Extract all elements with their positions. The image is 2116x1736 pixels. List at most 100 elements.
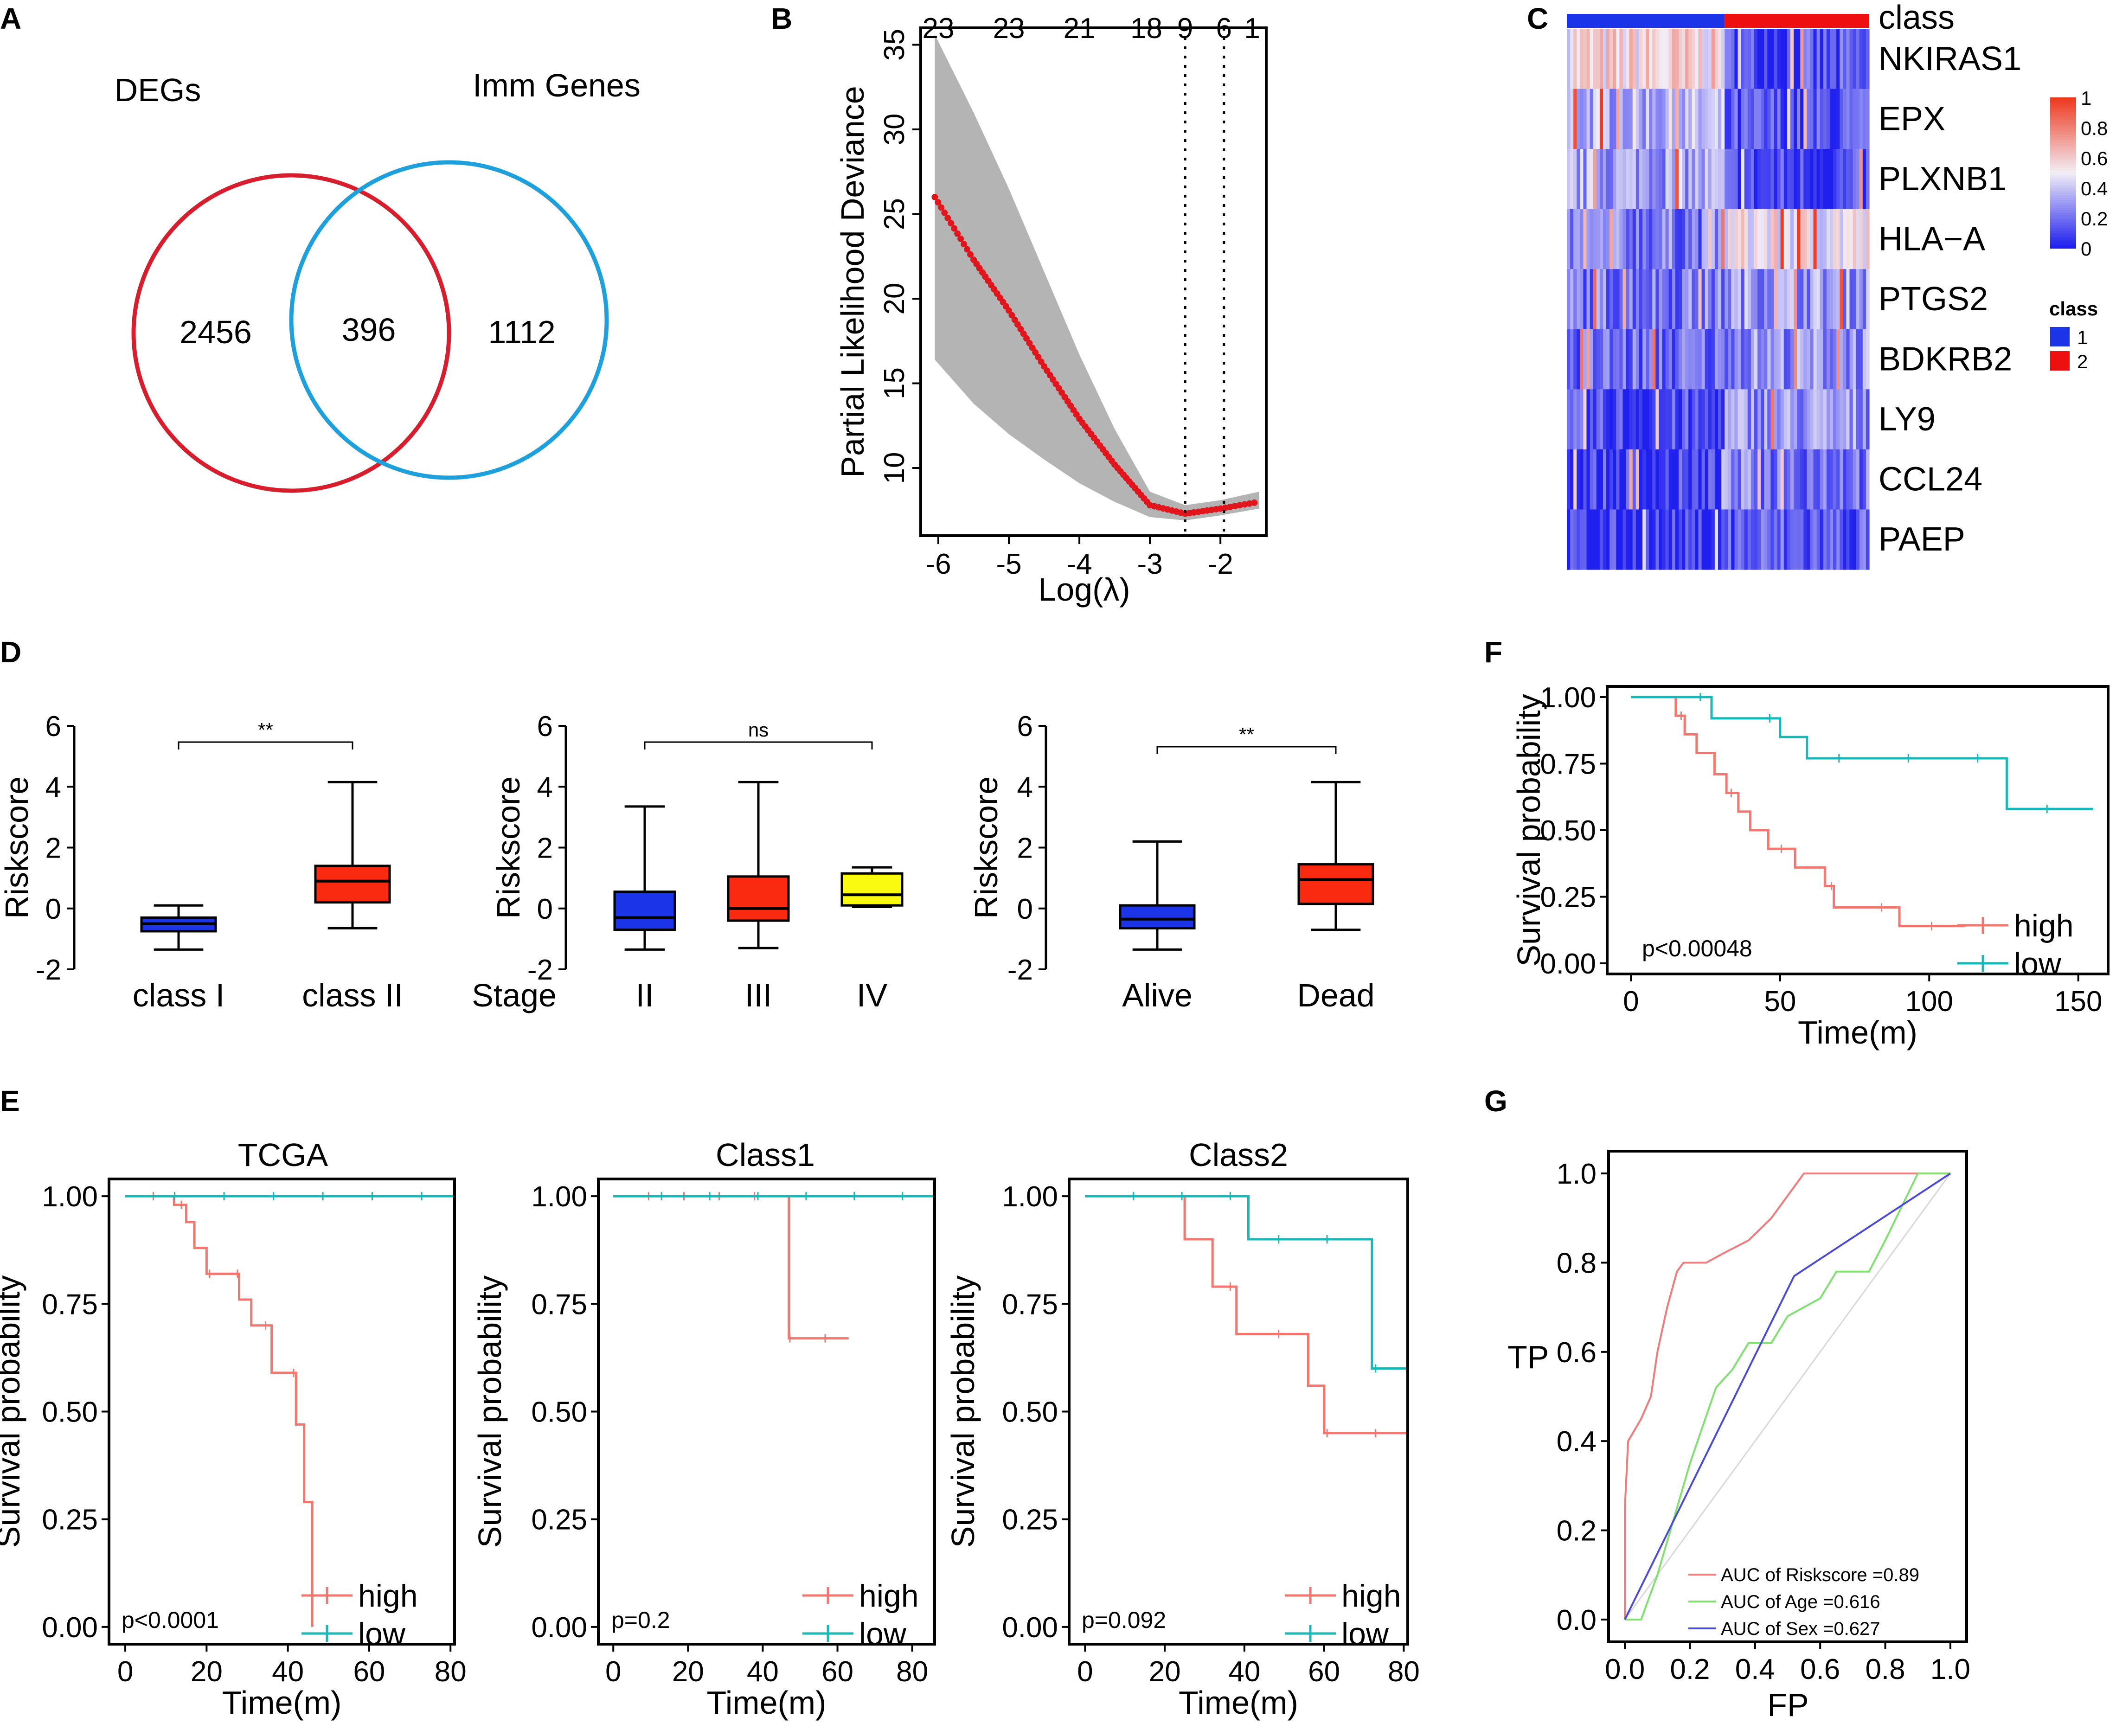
heatmap-cell bbox=[1705, 449, 1709, 510]
heatmap-cell bbox=[1767, 509, 1771, 570]
heatmap-cell bbox=[1800, 389, 1804, 450]
heatmap-cell bbox=[1725, 449, 1728, 510]
heatmap-cell bbox=[1829, 269, 1834, 330]
heatmap-cell bbox=[1731, 389, 1735, 450]
heatmap-cell bbox=[1747, 389, 1751, 450]
heatmap-cell bbox=[1685, 269, 1689, 330]
heatmap-cell bbox=[1859, 449, 1863, 510]
heatmap-cell bbox=[1567, 89, 1571, 149]
x-axis-label: Time(m) bbox=[222, 1685, 342, 1721]
heatmap-cell bbox=[1692, 29, 1695, 90]
heatmap-cell bbox=[1826, 509, 1830, 570]
top-tick-label: 23 bbox=[923, 13, 955, 45]
heatmap-cell bbox=[1770, 329, 1775, 390]
heatmap-cell bbox=[1829, 89, 1834, 149]
y-tick-label: 0.75 bbox=[42, 1288, 98, 1320]
y-tick-label: 1.00 bbox=[42, 1181, 98, 1213]
heatmap-cell bbox=[1642, 269, 1646, 330]
heatmap-cell bbox=[1708, 269, 1712, 330]
heatmap-cell bbox=[1741, 449, 1745, 510]
heatmap-cell bbox=[1829, 509, 1834, 570]
heatmap-cell bbox=[1840, 29, 1843, 90]
heatmap-cell bbox=[1567, 29, 1571, 90]
heatmap-cell bbox=[1573, 449, 1577, 510]
heatmap-cell bbox=[1672, 209, 1676, 269]
heatmap-cell bbox=[1856, 509, 1860, 570]
color-scale-step bbox=[2050, 200, 2076, 204]
heatmap-cell bbox=[1583, 269, 1587, 330]
heatmap-cell bbox=[1734, 29, 1738, 90]
heatmap-cell bbox=[1725, 389, 1728, 450]
heatmap-cell bbox=[1816, 269, 1821, 330]
km-curve-high bbox=[613, 1195, 849, 1340]
heatmap-cell bbox=[1649, 269, 1653, 330]
heatmap-cell bbox=[1701, 389, 1706, 450]
y-tick-label: 20 bbox=[878, 283, 911, 315]
heatmap-cell bbox=[1685, 209, 1689, 269]
heatmap-cell bbox=[1744, 29, 1748, 90]
color-scale-step bbox=[2050, 173, 2076, 176]
heatmap-cell bbox=[1780, 509, 1784, 570]
boxplot-status: 6 4 2 0 -2 Riskscore Alive Dead ** bbox=[968, 711, 1375, 1013]
heatmap-cell bbox=[1836, 29, 1840, 90]
heatmap-cell bbox=[1580, 29, 1584, 90]
heatmap-cell bbox=[1613, 329, 1616, 390]
heatmap-cell bbox=[1757, 149, 1761, 210]
heatmap-cell bbox=[1692, 509, 1695, 570]
heatmap-cell bbox=[1678, 29, 1682, 90]
heatmap-cell bbox=[1708, 449, 1712, 510]
heatmap-cell bbox=[1629, 149, 1633, 210]
heatmap-cell bbox=[1807, 89, 1811, 149]
heatmap-cell bbox=[1862, 389, 1866, 450]
heatmap-cell bbox=[1593, 89, 1597, 149]
x-tick-label: 80 bbox=[896, 1656, 928, 1688]
plot-title: Class2 bbox=[1189, 1137, 1288, 1173]
heatmap-cell bbox=[1790, 269, 1794, 330]
heatmap-cell bbox=[1783, 269, 1788, 330]
km-curve-low bbox=[1085, 1195, 1408, 1370]
heatmap-cell bbox=[1622, 389, 1627, 450]
heatmap-cell bbox=[1800, 149, 1804, 210]
heatmap-cell bbox=[1800, 209, 1804, 269]
heatmap-cell bbox=[1859, 329, 1863, 390]
color-scale-label: 1 bbox=[2081, 87, 2091, 109]
heatmap-cell bbox=[1695, 389, 1699, 450]
heatmap-cell bbox=[1672, 149, 1676, 210]
heatmap-cell bbox=[1738, 449, 1742, 510]
heatmap-cell bbox=[1813, 329, 1817, 390]
heatmap-cell bbox=[1580, 509, 1584, 570]
heatmap-cell bbox=[1862, 329, 1866, 390]
gene-label: LY9 bbox=[1879, 401, 1936, 438]
heatmap-cell bbox=[1606, 389, 1610, 450]
heatmap-cell bbox=[1731, 89, 1735, 149]
heatmap-cell bbox=[1655, 509, 1660, 570]
heatmap-cell bbox=[1738, 509, 1742, 570]
plot-frame bbox=[919, 26, 1268, 537]
heatmap-cell bbox=[1682, 29, 1686, 90]
heatmap-cell bbox=[1708, 149, 1712, 210]
heatmap-cell bbox=[1652, 449, 1656, 510]
heatmap-cell bbox=[1721, 449, 1725, 510]
heatmap-cell bbox=[1695, 329, 1699, 390]
heatmap-cell bbox=[1632, 509, 1636, 570]
heatmap-cell bbox=[1810, 29, 1814, 90]
heatmap-cell bbox=[1751, 449, 1755, 510]
heatmap-cell bbox=[1678, 449, 1682, 510]
heatmap-cell bbox=[1590, 269, 1594, 330]
heatmap-cell bbox=[1635, 29, 1640, 90]
box-iqr bbox=[840, 872, 904, 907]
heatmap-cell bbox=[1682, 149, 1686, 210]
heatmap-cell bbox=[1668, 29, 1673, 90]
heatmap-cell bbox=[1820, 269, 1824, 330]
lasso-point bbox=[1017, 326, 1024, 333]
heatmap-cell bbox=[1659, 389, 1663, 450]
heatmap-cell bbox=[1816, 449, 1821, 510]
heatmap-cell bbox=[1692, 89, 1695, 149]
heatmap-cell bbox=[1744, 329, 1748, 390]
heatmap-cell bbox=[1678, 509, 1682, 570]
heatmap-cell bbox=[1606, 329, 1610, 390]
heatmap-cell bbox=[1826, 89, 1830, 149]
heatmap-cell bbox=[1718, 329, 1722, 390]
heatmap-cell bbox=[1738, 89, 1742, 149]
heatmap-cell bbox=[1734, 449, 1738, 510]
